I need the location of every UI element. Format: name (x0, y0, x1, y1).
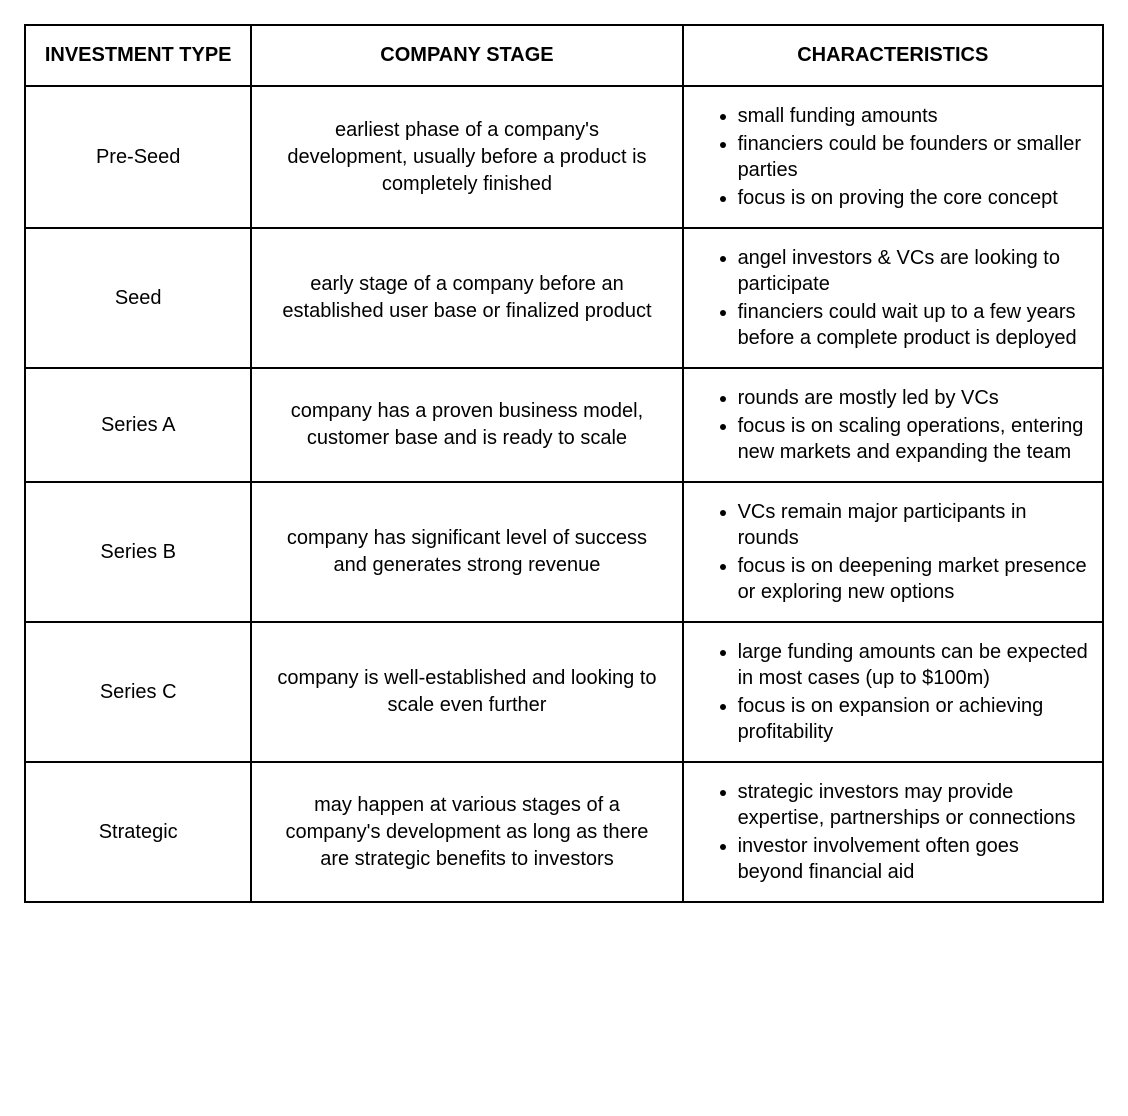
characteristics-item: focus is on expansion or achieving profi… (738, 693, 1088, 745)
characteristics-item: rounds are mostly led by VCs (738, 385, 1088, 411)
characteristics-item: large funding amounts can be expected in… (738, 639, 1088, 691)
characteristics-item: focus is on proving the core concept (738, 185, 1088, 211)
investment-stages-table: INVESTMENT TYPE COMPANY STAGE CHARACTERI… (24, 24, 1104, 903)
investment-type-cell: Series C (25, 622, 251, 762)
characteristics-list: rounds are mostly led by VCsfocus is on … (702, 385, 1088, 465)
company-stage-text: company is well-established and looking … (277, 667, 656, 716)
header-company-stage: COMPANY STAGE (251, 25, 682, 86)
characteristics-item: strategic investors may provide expertis… (738, 779, 1088, 831)
characteristics-item: focus is on deepening market presence or… (738, 553, 1088, 605)
characteristics-cell: angel investors & VCs are looking to par… (683, 228, 1103, 368)
company-stage-cell: early stage of a company before an estab… (251, 228, 682, 368)
company-stage-cell: company has significant level of success… (251, 482, 682, 622)
characteristics-cell: strategic investors may provide expertis… (683, 762, 1103, 902)
characteristics-cell: small funding amountsfinanciers could be… (683, 86, 1103, 228)
characteristics-cell: large funding amounts can be expected in… (683, 622, 1103, 762)
table-row: Series B company has significant level of… (25, 482, 1103, 622)
characteristics-item: investor involvement often goes beyond f… (738, 833, 1088, 885)
table-row: Seed early stage of a company before an e… (25, 228, 1103, 368)
company-stage-text: company has a proven business model, cus… (291, 400, 643, 449)
characteristics-cell: VCs remain major participants in roundsf… (683, 482, 1103, 622)
company-stage-text: may happen at various stages of a compan… (286, 794, 649, 870)
company-stage-text: company has significant level of success… (287, 527, 647, 576)
company-stage-cell: earliest phase of a company's developmen… (251, 86, 682, 228)
company-stage-cell: company is well-established and looking … (251, 622, 682, 762)
table-header-row: INVESTMENT TYPE COMPANY STAGE CHARACTERI… (25, 25, 1103, 86)
company-stage-text: early stage of a company before an estab… (282, 273, 651, 322)
investment-type-cell: Seed (25, 228, 251, 368)
investment-type-cell: Pre-Seed (25, 86, 251, 228)
investment-type-cell: Strategic (25, 762, 251, 902)
characteristics-item: financiers could wait up to a few years … (738, 299, 1088, 351)
characteristics-list: small funding amountsfinanciers could be… (702, 103, 1088, 211)
table-body: Pre-Seed earliest phase of a company's de… (25, 86, 1103, 902)
characteristics-cell: rounds are mostly led by VCsfocus is on … (683, 368, 1103, 482)
characteristics-list: large funding amounts can be expected in… (702, 639, 1088, 745)
company-stage-cell: may happen at various stages of a compan… (251, 762, 682, 902)
characteristics-item: focus is on scaling operations, entering… (738, 413, 1088, 465)
company-stage-text: earliest phase of a company's developmen… (287, 119, 646, 195)
characteristics-item: angel investors & VCs are looking to par… (738, 245, 1088, 297)
table-row: Pre-Seed earliest phase of a company's de… (25, 86, 1103, 228)
header-investment-type: INVESTMENT TYPE (25, 25, 251, 86)
header-characteristics: CHARACTERISTICS (683, 25, 1103, 86)
characteristics-list: strategic investors may provide expertis… (702, 779, 1088, 885)
characteristics-item: financiers could be founders or smaller … (738, 131, 1088, 183)
investment-type-cell: Series A (25, 368, 251, 482)
company-stage-cell: company has a proven business model, cus… (251, 368, 682, 482)
characteristics-list: angel investors & VCs are looking to par… (702, 245, 1088, 351)
characteristics-item: VCs remain major participants in rounds (738, 499, 1088, 551)
characteristics-list: VCs remain major participants in roundsf… (702, 499, 1088, 605)
table-row: Series C company is well-established and … (25, 622, 1103, 762)
table-row: Strategic may happen at various stages of… (25, 762, 1103, 902)
table-row: Series A company has a proven business mo… (25, 368, 1103, 482)
investment-type-cell: Series B (25, 482, 251, 622)
characteristics-item: small funding amounts (738, 103, 1088, 129)
